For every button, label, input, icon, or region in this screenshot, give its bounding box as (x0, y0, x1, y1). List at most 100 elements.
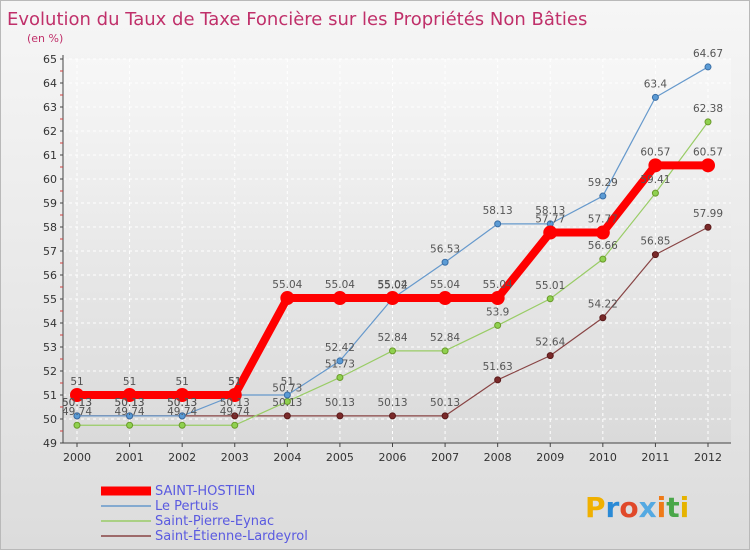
data-point (704, 118, 712, 126)
y-tick-label: 49 (43, 437, 57, 450)
data-point (122, 388, 137, 402)
data-point (599, 314, 607, 322)
data-labels: 51 51 51 51 55.04 55.04 55.04 55.04 55.04 57.77 57… (62, 48, 723, 418)
data-point (126, 412, 134, 420)
data-label: 57.99 (693, 208, 723, 220)
axes: 49 50 51 52 53 54 55 56 57 58 59 60 61 62 63 64 65 2000 20… (43, 53, 731, 464)
data-label: 49.74 (167, 406, 197, 418)
data-label: 50.13 (167, 397, 197, 409)
data-label: 49.74 (220, 406, 250, 418)
y-tick-label: 62 (43, 125, 57, 138)
data-point (595, 225, 610, 240)
x-tick-label: 2001 (116, 451, 144, 464)
y-tick-label: 64 (43, 77, 57, 90)
data-point (543, 225, 558, 240)
data-point (227, 388, 242, 402)
grid-lines (63, 58, 731, 444)
data-point (546, 295, 554, 303)
y-tick-label: 51 (43, 389, 57, 402)
data-point (178, 421, 186, 429)
data-point (336, 357, 344, 365)
x-tick-label: 2007 (431, 451, 459, 464)
x-tick-label: 2009 (536, 451, 564, 464)
data-point (441, 412, 449, 420)
data-label: 52.84 (430, 332, 460, 344)
data-label: 51.63 (483, 361, 513, 373)
x-tick-label: 2012 (694, 451, 722, 464)
legend-label: SAINT-HOSTIEN (155, 484, 255, 499)
data-label: 63.4 (644, 78, 668, 90)
data-point (73, 412, 81, 420)
data-label: 55.02 (377, 280, 407, 292)
data-label: 52.64 (535, 337, 565, 349)
data-point (385, 291, 400, 306)
data-label: 51 (123, 376, 136, 388)
x-tick-label: 2002 (168, 451, 196, 464)
data-point (494, 321, 502, 329)
data-point (178, 412, 186, 420)
data-point (438, 291, 453, 306)
data-label: 56.85 (640, 236, 670, 248)
data-point (73, 421, 81, 429)
data-point (283, 412, 291, 420)
data-label: 51.73 (325, 358, 355, 370)
logo-letter: i (680, 491, 690, 524)
data-label: 58.13 (535, 205, 565, 217)
data-label: 57.77 (588, 214, 618, 226)
data-label: 51 (175, 376, 188, 388)
data-point (336, 412, 344, 420)
proxiti-logo: Proxiti (585, 491, 689, 524)
data-label: 59.29 (588, 177, 618, 189)
data-point (651, 189, 659, 197)
data-point (336, 373, 344, 381)
data-point (441, 347, 449, 355)
data-point (651, 251, 659, 259)
x-tick-label: 2008 (484, 451, 512, 464)
data-label: 51 (70, 376, 83, 388)
data-label: 60.57 (640, 146, 670, 158)
logo-letter: o (619, 491, 638, 524)
legend-label: Saint-Étienne-Lardeyrol (155, 528, 308, 544)
logo-letter: P (585, 491, 606, 524)
x-tick-label: 2004 (273, 451, 301, 464)
unit-label: (en %) (27, 32, 63, 45)
y-tick-label: 55 (43, 293, 57, 306)
data-point (494, 220, 502, 228)
data-label: 50.13 (430, 397, 460, 409)
data-label: 62.38 (693, 103, 723, 115)
y-tick-label: 63 (43, 101, 57, 114)
data-point (280, 291, 295, 306)
data-label: 49.74 (115, 406, 145, 418)
y-tick-label: 50 (43, 413, 57, 426)
data-label: 50.13 (115, 397, 145, 409)
data-label: 58.13 (483, 205, 513, 217)
x-tick-label: 2003 (221, 451, 249, 464)
data-label: 56.66 (588, 240, 618, 252)
data-label: 55.04 (272, 279, 302, 291)
y-tick-label: 59 (43, 197, 57, 210)
data-label: 64.67 (693, 48, 723, 60)
data-point (648, 158, 663, 173)
data-label: 51 (281, 376, 294, 388)
x-tick-label: 2005 (326, 451, 354, 464)
series-layer (70, 63, 715, 429)
legend-label: Le Pertuis (155, 499, 219, 514)
data-point (599, 255, 607, 263)
data-point (389, 412, 396, 420)
data-point (599, 192, 607, 200)
data-point (332, 291, 347, 306)
data-point (126, 421, 134, 429)
y-tick-label: 58 (43, 221, 57, 234)
y-tick-label: 52 (43, 365, 57, 378)
x-tick-label: 2010 (589, 451, 617, 464)
data-label: 50.13 (62, 397, 92, 409)
data-point (231, 412, 239, 420)
data-label: 50.13 (272, 397, 302, 409)
data-label: 55.04 (377, 279, 407, 291)
data-label: 50.13 (62, 397, 92, 409)
data-label: 51 (228, 376, 241, 388)
data-label: 54.22 (588, 299, 618, 311)
data-point (651, 93, 659, 101)
